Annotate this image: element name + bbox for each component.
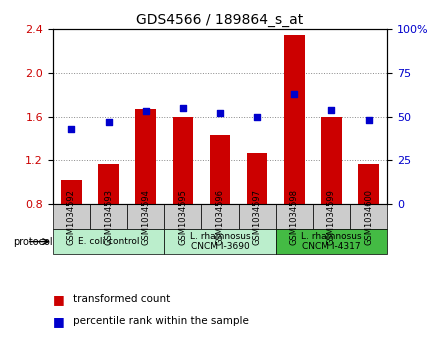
- Bar: [284, 34, 304, 204]
- Bar: [238, 204, 276, 229]
- Text: GSM1034598: GSM1034598: [290, 189, 299, 245]
- Bar: [164, 229, 276, 254]
- Point: [180, 105, 187, 111]
- Text: L. rhamnosus
CNCM I-3690: L. rhamnosus CNCM I-3690: [190, 232, 250, 251]
- Bar: [350, 204, 387, 229]
- Point: [291, 91, 298, 97]
- Bar: [53, 229, 164, 254]
- Bar: [247, 153, 268, 204]
- Text: L. rhamnosus
CNCM I-4317: L. rhamnosus CNCM I-4317: [301, 232, 362, 251]
- Text: transformed count: transformed count: [73, 294, 170, 305]
- Point: [253, 114, 260, 119]
- Bar: [313, 204, 350, 229]
- Bar: [127, 204, 164, 229]
- Point: [105, 119, 112, 125]
- Bar: [202, 204, 238, 229]
- Text: ■: ■: [53, 315, 69, 328]
- Bar: [53, 204, 90, 229]
- Point: [365, 117, 372, 123]
- Text: protocol: protocol: [13, 237, 53, 246]
- Bar: [210, 135, 230, 204]
- Text: GSM1034596: GSM1034596: [216, 189, 224, 245]
- Point: [68, 126, 75, 132]
- Bar: [276, 204, 313, 229]
- Bar: [61, 180, 81, 204]
- Bar: [172, 117, 193, 204]
- Point: [328, 107, 335, 113]
- Text: GSM1034593: GSM1034593: [104, 189, 113, 245]
- Bar: [164, 204, 202, 229]
- Text: GSM1034594: GSM1034594: [141, 189, 150, 245]
- Text: GSM1034595: GSM1034595: [178, 189, 187, 245]
- Bar: [90, 204, 127, 229]
- Point: [142, 109, 149, 114]
- Point: [216, 110, 224, 116]
- Text: GSM1034592: GSM1034592: [67, 189, 76, 245]
- Bar: [276, 229, 387, 254]
- Title: GDS4566 / 189864_s_at: GDS4566 / 189864_s_at: [136, 13, 304, 26]
- Text: percentile rank within the sample: percentile rank within the sample: [73, 316, 249, 326]
- Bar: [98, 164, 119, 204]
- Bar: [321, 117, 342, 204]
- Bar: [136, 109, 156, 204]
- Text: GSM1034600: GSM1034600: [364, 189, 373, 245]
- Bar: [359, 164, 379, 204]
- Text: GSM1034597: GSM1034597: [253, 189, 262, 245]
- Text: ■: ■: [53, 293, 69, 306]
- Text: E. coli control: E. coli control: [78, 237, 139, 246]
- Text: GSM1034599: GSM1034599: [327, 189, 336, 245]
